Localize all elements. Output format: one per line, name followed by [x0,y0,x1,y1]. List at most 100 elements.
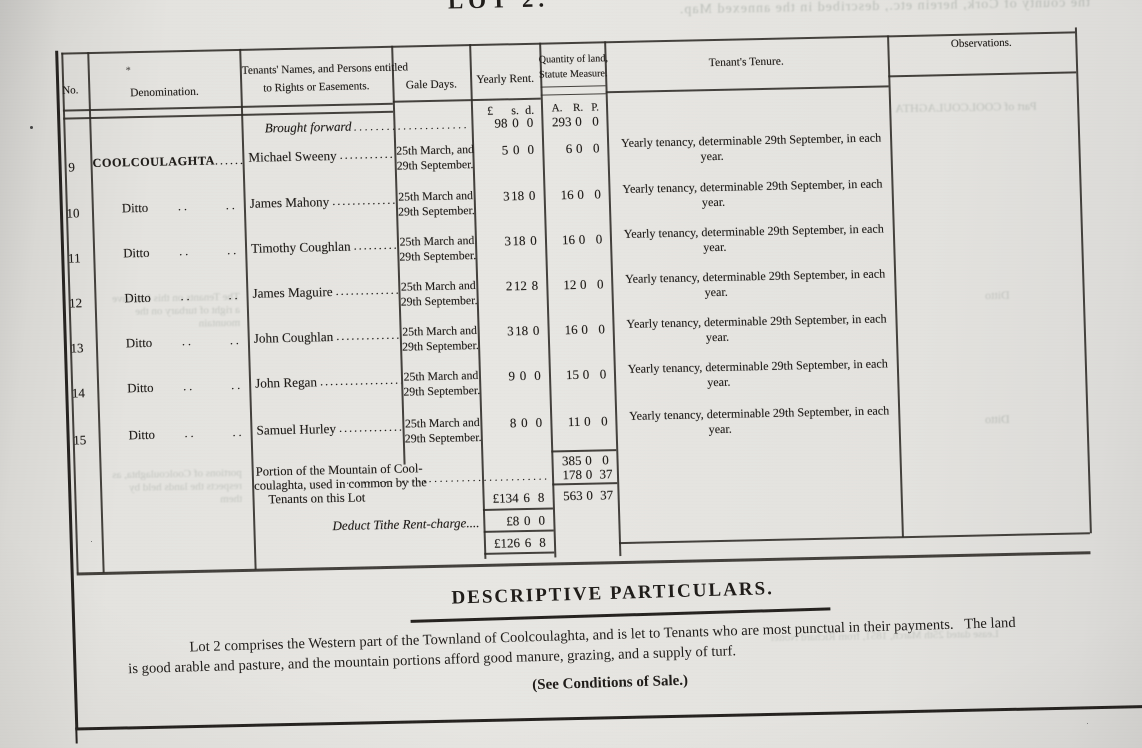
grid-line [888,71,1077,77]
rent-shillings: 6 [524,534,532,551]
land-total: 563 0 37 [554,487,616,504]
grid-line [618,532,1090,545]
tenant-name-cell: James Maguire...........................… [252,283,398,302]
tenure-cell: Yearly tenancy, determinable 29th Septem… [620,403,899,438]
rent-pounds: 8 [509,415,517,431]
rent-cell: 3 18 0 [479,323,542,340]
rent-shillings: 0 [523,512,531,529]
brought-forward-label: Brought forward [264,118,352,136]
land-perches: 0 [595,231,603,247]
ditto-dots: .. [180,288,193,304]
denomination-cell: Ditto.... [100,425,250,444]
ditto-dots: .. [184,425,197,441]
land-cell: 12 0 0 [548,276,610,293]
rent-total: £134 6 8 [484,490,547,507]
land-acres: 16 [561,231,576,248]
row-number: 13 [70,340,84,356]
dot-leader: ...................................... [339,146,395,162]
rent-shillings: 18 [510,188,525,204]
column-header-gale-days: Gale Days. [405,78,458,92]
grid-line [87,52,105,573]
tenant-name: Michael Sweeny [248,147,337,165]
land-acres: 15 [565,366,580,383]
dot-leader: ...................................... [335,282,399,298]
tenant-name-cell: Michael Sweeny..........................… [248,147,394,166]
ditto-dots: .. [178,243,192,259]
gale-line2: 29th September. [404,429,482,446]
row-number: 15 [72,432,87,448]
dot-leader: ...................................... [214,152,243,168]
rent-cell: 3 18 0 [477,233,540,250]
table-row: 12 Ditto.... James Maguire..............… [6,266,1142,310]
gale-line1: 25th March and [398,188,474,204]
rent-pounds: £8 [506,513,520,529]
column-header-tenants-line2: to Rights or Easements. [263,80,370,95]
gale-line1: 25th March and [400,278,476,294]
dot-leader: ...................................... [319,372,402,389]
ditto-dots: .. [182,378,196,394]
rent-pounds: 5 [501,142,509,158]
land-acres: 16 [560,186,574,203]
land-roods: 0 [579,276,587,292]
tenant-name: James Mahony [249,194,330,211]
gale-line2: 29th September. [400,293,478,309]
land-roods: 0 [577,186,585,202]
ditto-dots: .. [230,377,244,393]
rent-pounds: 2 [505,278,513,294]
gale-days-cell: 25th March and 29th September. [403,368,480,400]
table-row: 15 Ditto.... Samuel Hurley..............… [10,403,1142,447]
gale-line2: 29th September. [403,382,481,399]
land-acres: 178 [562,466,583,483]
land-roods: 0 [582,366,590,382]
tenant-name: John Regan [254,374,318,391]
grid-line [482,507,553,511]
denomination-cell: Ditto.... [98,332,248,352]
tenant-name-cell: James Mahony............................… [250,193,396,212]
rent-shillings: 0 [520,414,528,431]
tenant-name-cell: John Coughlan...........................… [254,328,400,347]
rent-pence: 0 [534,367,541,383]
deduct-amount: £8 0 0 [485,513,548,530]
land-acres: 6 [565,140,573,157]
rent-pence: 8 [531,277,539,293]
rent-pounds: 3 [502,188,510,204]
land-perches: 0 [599,366,607,382]
land-perches: 0 [596,276,604,292]
land-roods: 0 [583,413,591,429]
gale-days-cell: 25th March and 29th September. [400,278,478,310]
descriptive-particulars-section: DESCRIPTIVE PARTICULARS. Lot 2 comprises… [77,561,1096,741]
column-header-no: No. [62,84,79,97]
table-row: 9 COOLCOULAGHTA.........................… [2,131,1142,175]
rent-cell: 2 12 8 [478,278,541,295]
grid-line [605,85,889,93]
denomination-cell: Ditto.... [94,198,244,217]
gale-days-cell: 25th March and 29th September. [399,233,476,265]
land-perches: 0 [592,140,600,156]
portion-line3: Tenants on this Lot [268,490,366,507]
denomination-text: Ditto [124,290,152,306]
land-roods: 0 [581,321,589,337]
table-row: 10 Ditto.... James Mahony...............… [4,177,1142,221]
tenant-name-cell: John Regan..............................… [255,373,401,392]
grid-line [62,102,393,112]
grid-line [484,551,555,555]
rent-pounds: 9 [508,368,516,384]
tenure-cell: Yearly tenancy, determinable 29th Septem… [612,130,891,165]
rent-pence: 0 [530,232,537,248]
grid-line [483,529,554,533]
rent-pence: 0 [538,512,546,528]
denomination-cell: Ditto.... [99,377,249,397]
land-cell: 15 0 0 [551,366,613,383]
gale-days-cell: 25th March and 29th September. [397,188,475,220]
dot-leader: ...................................... [332,192,396,209]
deduct-label: Deduct Tithe Rent-charge.... [332,515,480,534]
land-acres: 16 [564,321,578,338]
tenure-cell: Yearly tenancy, determinable 29th Septem… [615,221,894,256]
land-acres: 293 [551,114,572,130]
gale-line2: 29th September. [396,157,474,173]
ditto-dots: .. [229,332,243,348]
grid-line [392,99,471,103]
land-acres: 11 [567,413,581,430]
